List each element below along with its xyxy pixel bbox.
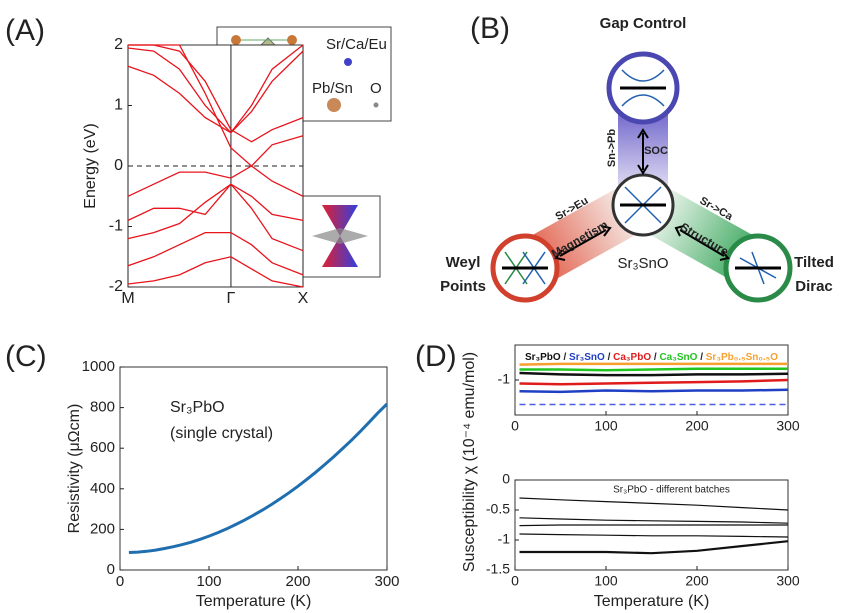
legend-atom xyxy=(344,58,352,66)
y-tick-label: 0 xyxy=(114,157,123,174)
legend-atom xyxy=(327,98,341,112)
x-tick-label: 200 xyxy=(685,418,709,434)
legend-entry: Ca₃PbO xyxy=(613,352,651,363)
x-tick-label: 200 xyxy=(685,573,709,589)
series-line xyxy=(127,44,304,134)
x-tick-label: 300 xyxy=(776,573,800,589)
series-line xyxy=(519,533,789,538)
inset-label: Sr/Ca/Eu xyxy=(326,36,387,53)
atom xyxy=(287,35,297,45)
x-tick-label: 0 xyxy=(511,573,519,589)
y-tick-label: -1 xyxy=(498,531,511,547)
series-line xyxy=(128,402,389,554)
x-tick-label: 100 xyxy=(594,418,618,434)
arrow xyxy=(674,225,730,261)
y-tick-label: 800 xyxy=(90,399,115,416)
series-line xyxy=(519,524,788,527)
y-tick-label: 0 xyxy=(502,471,510,487)
y-tick-label: 1 xyxy=(114,97,123,114)
panel-label: (B) xyxy=(470,12,510,45)
series-line xyxy=(127,183,304,222)
legend-entry: Sr₃PbO xyxy=(525,352,561,363)
plot-frame xyxy=(514,344,789,416)
series-line xyxy=(519,378,789,386)
x-tick-label: X xyxy=(298,290,309,307)
series-line xyxy=(128,44,304,167)
series-line xyxy=(519,517,789,524)
panel-label: (A) xyxy=(5,14,45,47)
x-tick-label: 100 xyxy=(594,573,618,589)
path-label: Sn->Pb xyxy=(606,129,618,167)
y-axis-label: Energy (eV) xyxy=(82,123,99,208)
plot-frame xyxy=(119,366,388,571)
annotation: (single crystal) xyxy=(170,425,273,442)
inset-label: Pb/Sn xyxy=(312,80,353,97)
chart-title: Sr₃PbO - different batches xyxy=(613,485,730,496)
series-line xyxy=(127,183,304,252)
y-tick-label: -1 xyxy=(498,371,511,387)
inset-label: O xyxy=(370,80,382,97)
node-label: Points xyxy=(440,278,486,295)
node-label: Tilted xyxy=(794,254,834,271)
x-tick-label: 100 xyxy=(196,573,221,590)
y-axis-label: Resistivity (μΩcm) xyxy=(66,404,83,534)
series-line xyxy=(127,231,304,276)
annotation: Sr₃PbO xyxy=(170,399,225,416)
series-line xyxy=(127,165,304,197)
x-axis-label: Temperature (K) xyxy=(594,593,710,610)
legend-entry: Ca₃SnO xyxy=(659,352,697,363)
node-label: Gap Control xyxy=(600,15,687,32)
y-tick-label: 2 xyxy=(114,36,123,53)
legend-entry: Sr₃SnO xyxy=(569,352,605,363)
legend-separator: / xyxy=(605,352,613,363)
x-tick-label: M xyxy=(121,290,134,307)
legend-entry: Sr₃Pb₀.₅Sn₀.₅O xyxy=(706,352,778,363)
series-line xyxy=(519,497,789,511)
series-line xyxy=(519,367,788,372)
x-tick-label: 300 xyxy=(374,573,399,590)
x-axis-label: Temperature (K) xyxy=(196,593,312,610)
x-tick-label: 0 xyxy=(116,573,124,590)
y-tick-label: 1000 xyxy=(82,358,115,375)
fermi-plane xyxy=(312,228,368,244)
series-line xyxy=(128,44,304,143)
legend-separator: / xyxy=(651,352,659,363)
legend-separator: / xyxy=(561,352,569,363)
x-tick-label: 300 xyxy=(776,418,800,434)
atom xyxy=(231,35,241,45)
y-tick-label: -1.5 xyxy=(486,561,510,577)
center-label: Sr₃SnO xyxy=(617,255,668,272)
series-line xyxy=(127,256,304,288)
x-tick-label: 0 xyxy=(511,418,519,434)
series-line xyxy=(519,371,789,377)
y-axis-label: Susceptibility χ (10⁻⁴ emu/mol) xyxy=(461,352,478,572)
y-tick-label: 400 xyxy=(90,480,115,497)
panel-label: (C) xyxy=(5,340,47,373)
series-line xyxy=(127,50,304,134)
x-tick-label: 200 xyxy=(285,573,310,590)
y-tick-label: 0 xyxy=(107,561,115,578)
arm-label: SOC xyxy=(644,145,668,157)
x-tick-label: Γ xyxy=(227,290,236,307)
series-line xyxy=(519,362,788,366)
series-line xyxy=(519,388,789,394)
arrow xyxy=(637,128,649,175)
legend-separator: / xyxy=(697,352,705,363)
y-tick-label: -2 xyxy=(109,278,123,295)
y-tick-label: -0.5 xyxy=(486,501,510,517)
y-tick-label: 600 xyxy=(90,439,115,456)
series-line xyxy=(519,540,789,555)
y-tick-label: 200 xyxy=(90,520,115,537)
legend-atom xyxy=(373,102,379,108)
node-label: Dirac xyxy=(795,278,833,295)
legend: Sr₃PbO / Sr₃SnO / Ca₃PbO / Ca₃SnO / Sr₃P… xyxy=(525,352,778,363)
y-tick-label: -1 xyxy=(109,218,123,235)
panel-label: (D) xyxy=(415,340,457,373)
node-label: Weyl xyxy=(446,254,481,271)
arrow xyxy=(554,225,612,261)
band-sketch xyxy=(621,69,665,107)
